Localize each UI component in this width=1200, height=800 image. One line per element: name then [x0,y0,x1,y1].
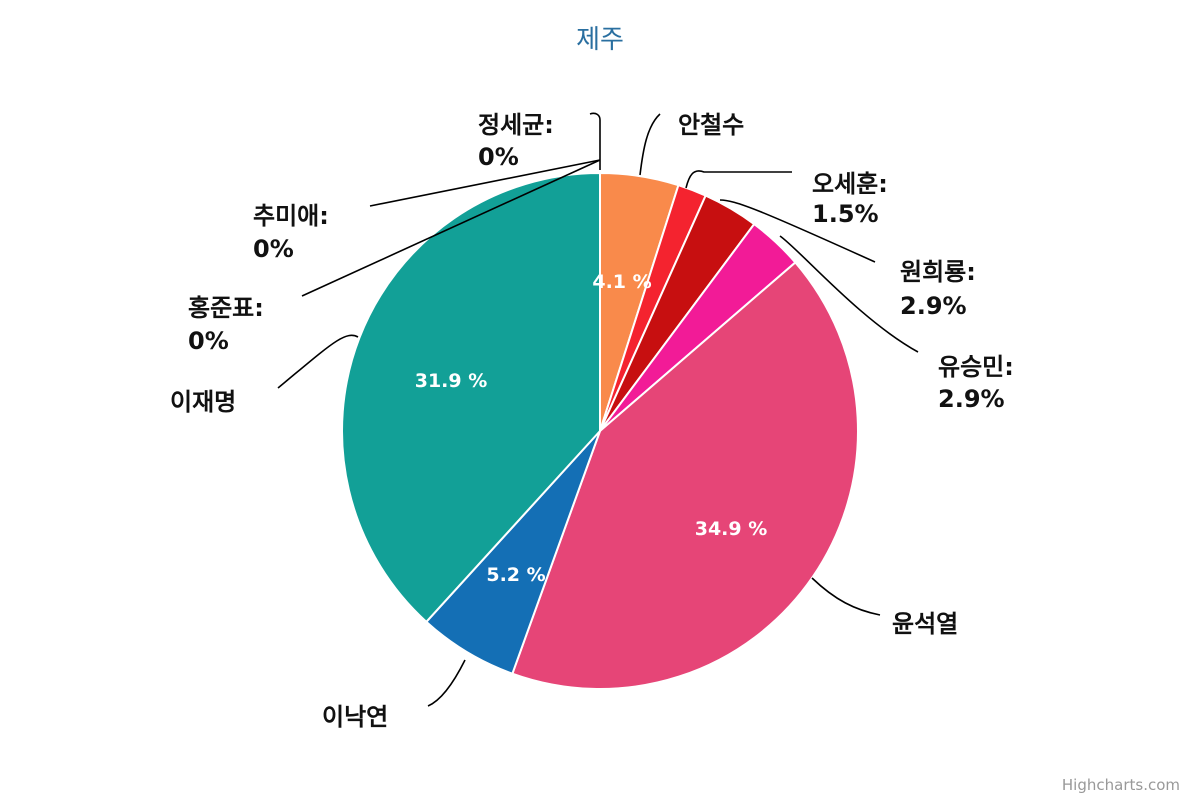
connector-line-5 [427,659,466,707]
label-yoo-seungmin: 유승민: [938,353,1014,381]
label-oh-sehoon: 오세훈: [812,170,888,198]
data-label-ahn-cheolsoo: 4.1 % [592,271,651,293]
pie-slices [341,171,859,690]
label-lee-jaemyung: 이재명 [170,388,236,416]
connector-line-7 [589,112,601,162]
label-hong-joonpyo: 홍준표: [188,294,264,322]
connector-line-6 [277,334,359,389]
connector-line-9 [301,159,601,297]
chart-credit: Highcharts.com [1062,776,1180,794]
value-chung-sekyun: 0% [478,143,519,171]
label-lee-nakyeon: 이낙연 [322,703,388,731]
value-hong-joonpyo: 0% [188,327,229,355]
label-yoon-sukyeol: 윤석열 [892,610,958,638]
connector-line-1 [685,170,792,189]
data-label-lee-jaemyung: 31.9 % [415,370,488,392]
pie-slice-4[interactable] [511,261,859,690]
pie-slice-6[interactable] [341,171,601,624]
label-connectors [277,112,919,707]
label-choo-miae: 추미애: [253,202,329,230]
value-won-heeryong: 2.9% [900,292,967,320]
connector-line-3 [779,235,919,353]
connector-line-2 [719,199,876,263]
label-chung-sekyun: 정세균: [478,111,554,139]
data-label-lee-nakyeon: 5.2 % [486,564,545,586]
connector-line-4 [811,577,881,616]
value-yoo-seungmin: 2.9% [938,385,1005,413]
label-won-heeryong: 원희룡: [900,258,976,286]
value-oh-sehoon: 1.5% [812,200,879,228]
label-ahn-cheolsoo: 안철수 [678,111,744,139]
connector-line-0 [639,113,661,176]
connector-line-8 [369,159,601,207]
chart-title: 제주 [576,25,624,55]
data-label-yoon-sukyeol: 34.9 % [695,518,768,540]
value-choo-miae: 0% [253,235,294,263]
